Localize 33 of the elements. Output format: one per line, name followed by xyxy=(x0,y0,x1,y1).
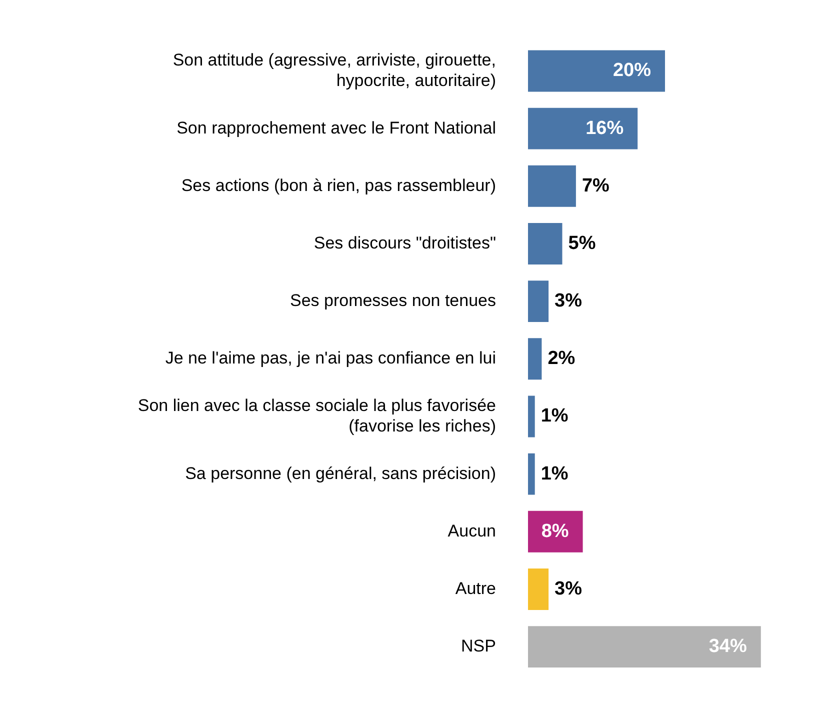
data-label: 7% xyxy=(582,175,610,196)
y-tick-label: Ses promesses non tenues xyxy=(290,291,496,310)
data-label: 3% xyxy=(554,290,582,312)
data-label: 8% xyxy=(541,520,569,542)
bar xyxy=(528,108,638,150)
bar xyxy=(528,626,761,668)
data-label: 34% xyxy=(708,636,748,658)
y-tick-label: Son lien avec la classe sociale la plus favorisée (favorise les riches) xyxy=(138,396,496,436)
y-tick-label: Son attitude (agressive, arriviste, girouette, hypocrite, autoritaire) xyxy=(172,50,496,90)
data-label: 3% xyxy=(554,578,582,600)
bar xyxy=(528,223,562,264)
data-label: 1% xyxy=(540,463,568,484)
data-label: 20% xyxy=(612,60,652,82)
y-tick-label: Ses discours "droitistes" xyxy=(314,233,496,252)
bar xyxy=(528,510,583,552)
bar xyxy=(528,280,549,322)
bar xyxy=(528,165,576,207)
bar xyxy=(528,396,535,438)
y-tick-label: Autre xyxy=(455,578,496,598)
y-tick-label: NSP xyxy=(461,636,496,656)
y-tick-label: Aucun xyxy=(448,521,496,540)
bar xyxy=(528,453,535,495)
bar xyxy=(528,338,542,380)
bar xyxy=(528,50,665,92)
data-label: 1% xyxy=(540,406,568,427)
bar xyxy=(528,568,549,610)
y-tick-label: Ses actions (bon à rien, pas rassembleur) xyxy=(181,176,496,195)
y-tick-label: Sa personne (en général, sans précision) xyxy=(185,464,496,483)
data-label: 16% xyxy=(586,118,624,139)
y-tick-label: Je ne l'aime pas, je n'ai pas confiance en lui xyxy=(165,348,496,368)
data-label: 2% xyxy=(548,348,576,370)
data-label: 5% xyxy=(568,232,596,254)
y-tick-label: Son rapprochement avec le Front National xyxy=(176,118,496,138)
